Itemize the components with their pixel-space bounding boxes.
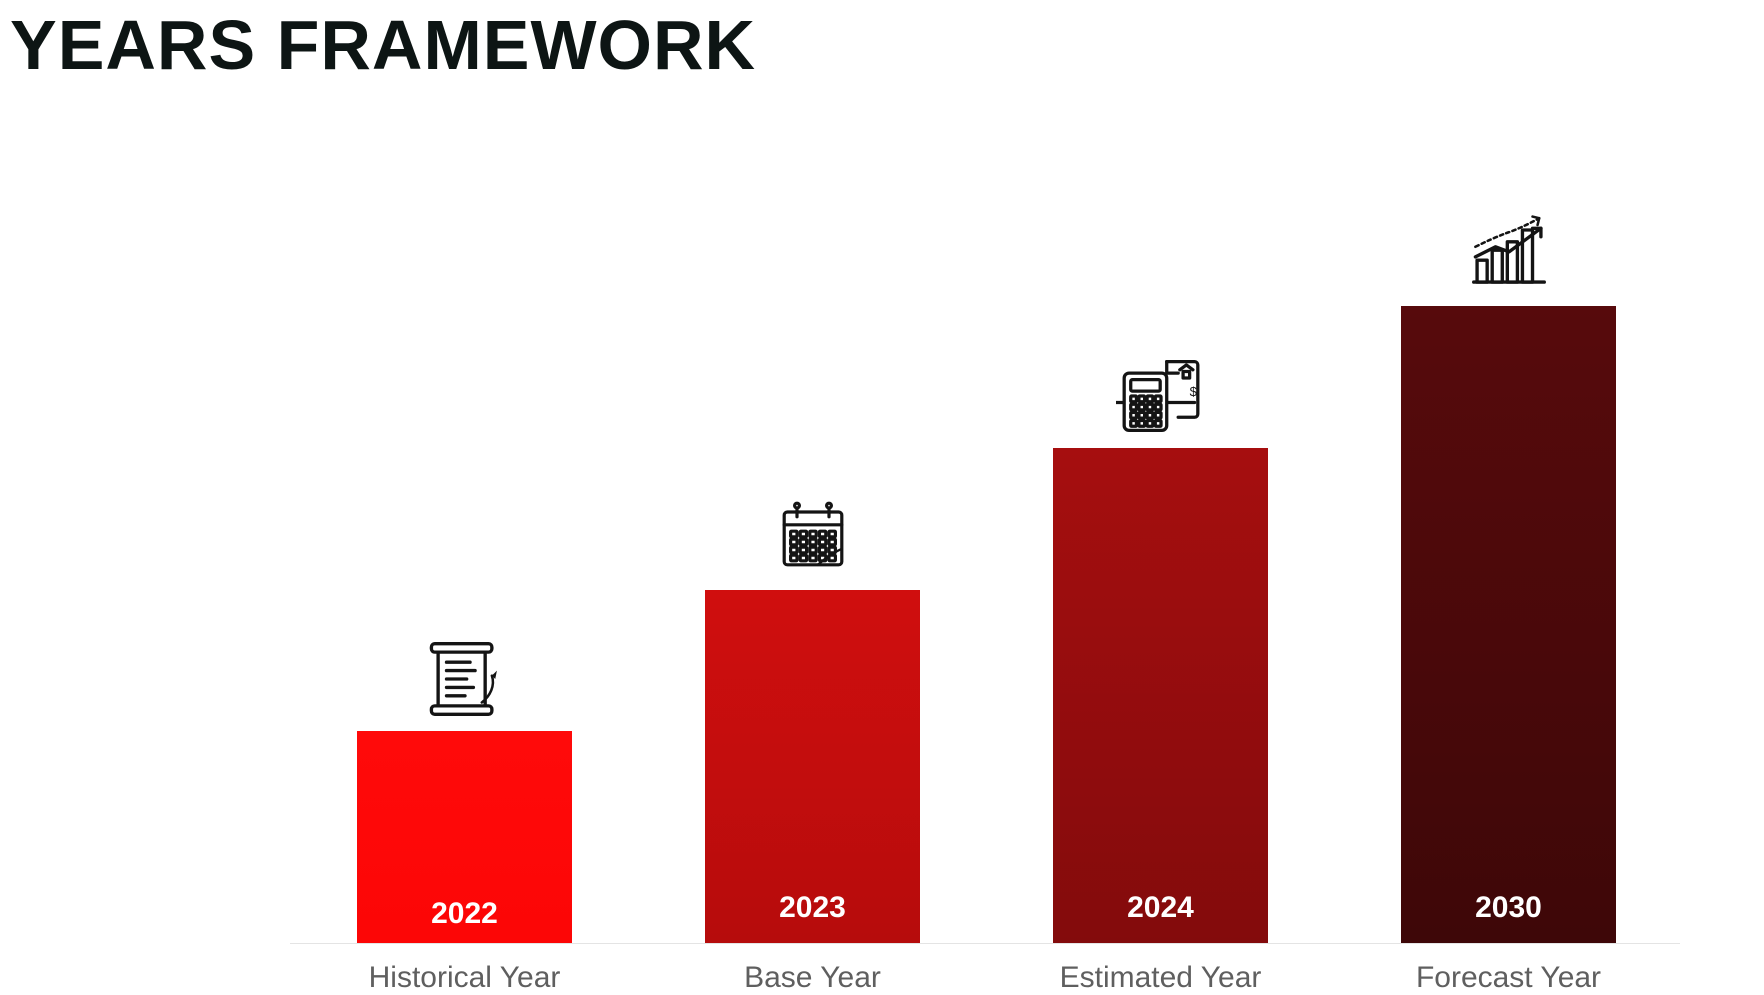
category-label: Forecast Year [1321,961,1696,995]
growth-icon [1401,212,1616,292]
bar-group: 2030 [1401,212,1616,943]
years-bar-chart: 2022 Historical Year 2023 Base Year 2024 [0,0,1764,993]
bar-year-label: 2030 [1401,891,1616,925]
bar-group: 2022 [357,637,572,943]
category-label: Estimated Year [973,961,1348,995]
bar-year-label: 2023 [705,891,920,925]
bar [1053,448,1268,943]
bar-group: 2024 $ [1053,354,1268,943]
bar-year-label: 2024 [1053,891,1268,925]
category-label: Base Year [625,961,1000,995]
svg-text:$: $ [1189,384,1197,399]
bar [1401,306,1616,943]
calendar-icon [705,496,920,576]
bar-year-label: 2022 [357,897,572,931]
category-label: Historical Year [277,961,652,995]
chart-baseline [290,943,1680,944]
calculator-icon: $ [1053,354,1268,434]
scroll-icon [357,637,572,717]
bar-group: 2023 [705,496,920,943]
